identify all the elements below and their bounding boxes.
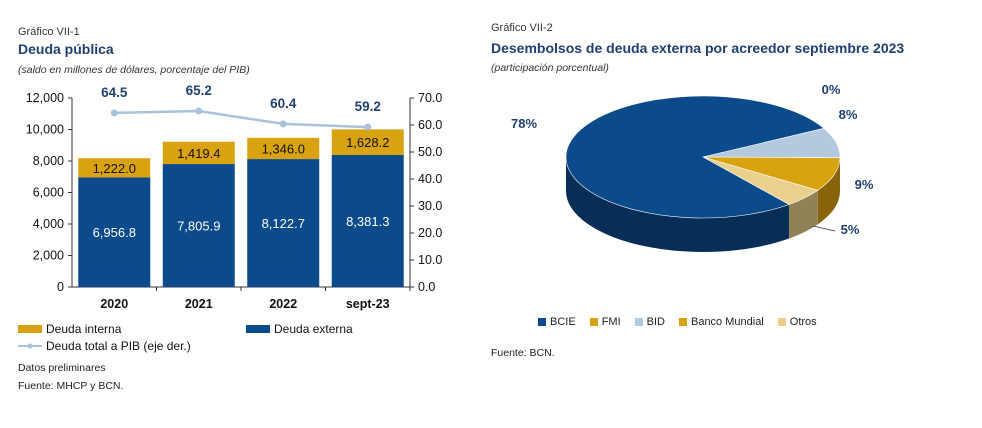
- legend-banco-mundial: Banco Mundial: [678, 316, 764, 328]
- bar-line-chart: 0 2,000 4,000 6,000 8,000 10,000 12,000 0.0 10.0…: [26, 83, 443, 311]
- x-tick-label: 2022: [269, 297, 297, 311]
- bar-deuda-interna: [78, 158, 151, 178]
- chart-kicker: Gráfico VII-2: [491, 22, 553, 34]
- line-point: [279, 120, 287, 128]
- y2-tick-label: 40.0: [418, 172, 442, 186]
- y2-tick-label: 20.0: [418, 226, 442, 240]
- y-tick-label: 6,000: [33, 186, 64, 200]
- pie-slice-bcie: [565, 95, 825, 219]
- legend-deuda-externa: Deuda externa: [246, 322, 353, 336]
- pie-slice-side: [788, 190, 818, 239]
- legend-label: BID: [646, 316, 665, 328]
- legend-swatch: [18, 325, 42, 333]
- pie-data-label: 8%: [839, 107, 858, 122]
- legend-swatch: [589, 318, 598, 326]
- y2-tick-label: 70.0: [418, 91, 442, 105]
- pie-chart: 78% 0% 8% 9% 5%: [511, 82, 874, 252]
- legend-line-swatch: [18, 343, 42, 349]
- chart-kicker: Gráfico VII-1: [18, 26, 80, 38]
- bar-deuda-interna: [331, 129, 404, 155]
- bar-label-interna: 1,346.0: [262, 141, 305, 156]
- pie-data-label: 5%: [841, 222, 860, 237]
- legend-swatch: [777, 318, 786, 326]
- y-tick-label: 12,000: [26, 91, 64, 105]
- legend-label: BCIE: [550, 316, 576, 328]
- y-tick-label: 2,000: [33, 249, 64, 263]
- line-data-label: 64.5: [101, 85, 128, 100]
- bar-label-externa: 8,122.7: [262, 216, 305, 231]
- bar-deuda-externa: [331, 154, 404, 287]
- legend-deuda-interna: Deuda interna: [18, 322, 121, 336]
- y2-tick-label: 30.0: [418, 199, 442, 213]
- pie-slice-side: [566, 157, 789, 252]
- line-point: [195, 107, 203, 115]
- chart-subtitle: (participación porcentual): [491, 62, 609, 74]
- x-tick-label: sept-23: [346, 297, 390, 311]
- source-note: Fuente: MHCP y BCN.: [18, 380, 124, 392]
- legend-bid: BID: [634, 316, 665, 328]
- y-tick-label: 8,000: [33, 154, 64, 168]
- legend-bcie: BCIE: [538, 316, 576, 328]
- chart-title: Deuda pública: [18, 41, 114, 57]
- legend-label: FMI: [601, 316, 621, 328]
- line-data-label: 59.2: [355, 99, 381, 114]
- pie-leader-line: [812, 225, 836, 232]
- legend-swatch: [634, 318, 643, 326]
- pie-chart-panel: Gráfico VII-2 Desembolsos de deuda exter…: [488, 0, 982, 428]
- legend-label: Otros: [789, 316, 817, 328]
- bar-label-externa: 6,956.8: [93, 225, 136, 240]
- bar-label-externa: 8,381.3: [346, 214, 389, 229]
- chart-subtitle: (saldo en millones de dólares, porcentaj…: [18, 64, 250, 76]
- bar-deuda-externa: [162, 164, 235, 287]
- legend-fmi: FMI: [589, 316, 621, 328]
- legend-swatch: [678, 318, 687, 326]
- bar-label-externa: 7,805.9: [177, 219, 220, 234]
- line-deuda-total-pib: [114, 109, 368, 129]
- y-tick-label: 10,000: [26, 123, 64, 137]
- y-tick-label: 4,000: [33, 217, 64, 231]
- legend-label: Deuda interna: [46, 322, 122, 336]
- y2-tick-label: 50.0: [418, 145, 442, 159]
- legend-label: Deuda total a PIB (eje der.): [46, 339, 191, 353]
- legend-label: Deuda externa: [274, 322, 353, 336]
- legend-swatch: [538, 318, 546, 326]
- line-data-label: 60.4: [270, 96, 297, 111]
- legend-label: Banco Mundial: [690, 316, 764, 328]
- pie-legend: BCIE FMI BID Banco Mundial Otros: [538, 316, 817, 328]
- legend-otros: Otros: [777, 316, 817, 328]
- pie-data-label: 9%: [855, 177, 874, 192]
- bar-deuda-interna: [247, 137, 320, 160]
- legend-deuda-total-pib: Deuda total a PIB (eje der.): [18, 339, 191, 353]
- y2-tick-label: 0.0: [418, 280, 435, 294]
- y-tick-label: 0: [57, 280, 64, 294]
- bar-label-interna: 1,419.4: [177, 146, 220, 161]
- chart-title: Desembolsos de deuda externa por acreedo…: [491, 40, 905, 56]
- bar-deuda-interna: [162, 141, 235, 165]
- source-note: Fuente: BCN.: [491, 347, 555, 359]
- pie-data-label: 0%: [822, 82, 841, 97]
- pie-data-label: 78%: [511, 116, 537, 131]
- y2-tick-label: 60.0: [418, 118, 442, 132]
- legend-swatch: [246, 325, 270, 333]
- bar-deuda-externa: [78, 177, 151, 287]
- data-note: Datos preliminares: [18, 362, 106, 374]
- debt-chart-panel: Gráfico VII-1 Deuda pública (saldo en mi…: [0, 0, 470, 428]
- x-tick-label: 2021: [185, 297, 213, 311]
- bar-deuda-externa: [247, 159, 320, 287]
- bar-label-interna: 1,222.0: [93, 161, 136, 176]
- line-point: [364, 123, 372, 131]
- line-data-label: 65.2: [186, 83, 212, 98]
- bar-label-interna: 1,628.2: [346, 135, 389, 150]
- line-point: [110, 109, 118, 117]
- y2-tick-label: 10.0: [418, 253, 442, 267]
- x-tick-label: 2020: [100, 297, 128, 311]
